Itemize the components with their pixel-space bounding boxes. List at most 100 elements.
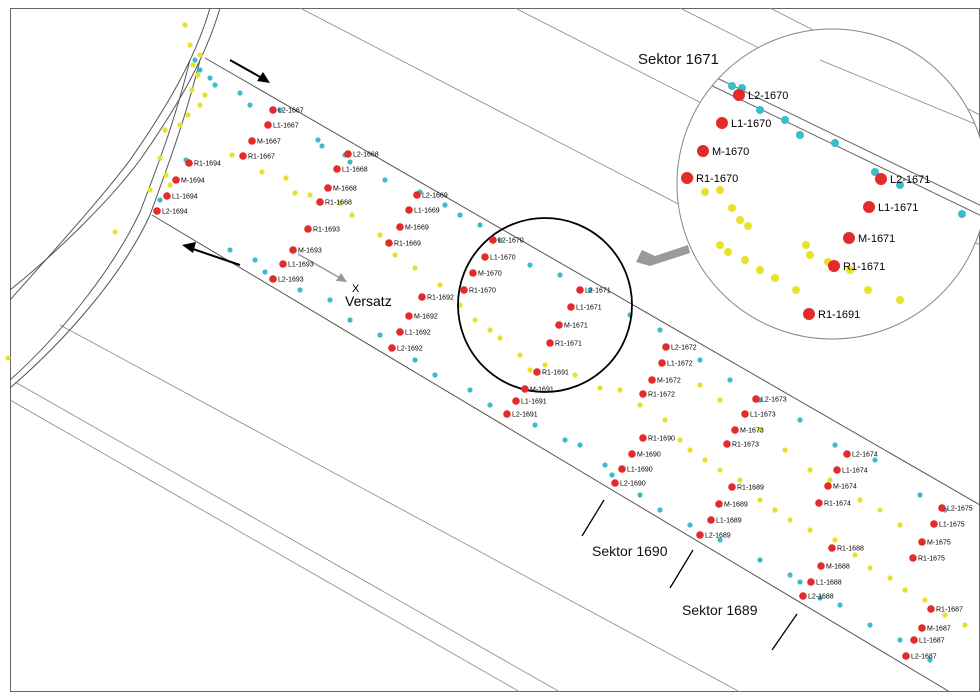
survey-point-marker: [824, 482, 832, 490]
survey-point-label: L1-1674: [842, 468, 868, 475]
survey-point-marker: [807, 578, 815, 586]
survey-point-marker: [918, 538, 926, 546]
survey-point-label: R1-1690: [648, 436, 675, 443]
survey-points: L2-1667 L1-1667 M-1667 R1-1667 L2-1668 L1-166…: [153, 106, 973, 661]
survey-point-marker: [728, 483, 736, 491]
survey-point-marker: [248, 137, 256, 145]
survey-point-marker: [481, 253, 489, 261]
inset-title: Sektor 1671: [638, 51, 719, 68]
survey-point-marker: [503, 410, 511, 418]
pointer-arrow-icon: [636, 245, 690, 266]
survey-point-marker: [628, 450, 636, 458]
survey-point-label: L1-1690: [627, 467, 653, 474]
survey-point-label: M-1670: [478, 271, 502, 278]
survey-point-marker: [418, 293, 426, 301]
survey-point-marker: [405, 206, 413, 214]
survey-point-label: M-1675: [927, 540, 951, 547]
survey-point-label: R1-1671: [555, 341, 582, 348]
survey-point-marker: [172, 176, 180, 184]
survey-point-marker: [639, 390, 647, 398]
survey-point-label: L1-1668: [342, 167, 368, 174]
survey-point-marker: [316, 198, 324, 206]
survey-point-marker: [153, 207, 161, 215]
survey-point-marker: [815, 499, 823, 507]
survey-point-marker: [662, 343, 670, 351]
survey-point-marker: [333, 165, 341, 173]
survey-point-label: R1-1668: [325, 200, 352, 207]
sector-1689-label: Sektor 1689: [682, 602, 758, 618]
survey-point-label: R1-1672: [648, 392, 675, 399]
survey-point-marker: [469, 269, 477, 277]
survey-point-marker: [388, 344, 396, 352]
survey-point-label: R1-1694: [194, 161, 221, 168]
survey-point-label: L2-1675: [947, 506, 973, 513]
survey-point-label: L1-1670: [490, 255, 516, 262]
survey-point-label: M-1667: [257, 139, 281, 146]
survey-point-label: L2-1694: [162, 209, 188, 216]
arrow-icon: [182, 59, 270, 266]
inset-point-label: L2-1670: [748, 90, 788, 102]
survey-point-marker: [909, 554, 917, 562]
survey-point-label: L2-1672: [671, 345, 697, 352]
inset-point-label: R1-1670: [696, 173, 738, 185]
survey-point-marker: [460, 286, 468, 294]
survey-point-marker: [799, 592, 807, 600]
survey-point-marker: [927, 605, 935, 613]
yellow-points: [5, 22, 968, 628]
survey-point-label: L2-1692: [397, 346, 423, 353]
survey-point-marker: [512, 397, 520, 405]
inset-point-label: M-1671: [858, 233, 895, 245]
survey-point-label: L2-1687: [911, 654, 937, 661]
survey-point-label: R1-1687: [936, 607, 963, 614]
survey-point-marker: [648, 376, 656, 384]
survey-point-marker: [639, 434, 647, 442]
survey-point-label: L1-1689: [716, 518, 742, 525]
survey-point-label: L2-1674: [852, 452, 878, 459]
survey-point-marker: [533, 368, 541, 376]
versatz-arrow-icon: [297, 253, 347, 282]
inset-point-label: L2-1671: [890, 174, 930, 186]
survey-point-label: L2-1669: [422, 193, 448, 200]
inset-point-marker: [697, 145, 709, 157]
survey-point-label: R1-1669: [394, 241, 421, 248]
survey-point-marker: [396, 328, 404, 336]
inset-point-marker: [843, 232, 855, 244]
survey-point-marker: [576, 286, 584, 294]
survey-point-marker: [930, 520, 938, 528]
survey-point-label: L1-1692: [405, 330, 431, 337]
survey-point-label: M-1673: [740, 428, 764, 435]
survey-point-marker: [833, 466, 841, 474]
survey-point-marker: [696, 531, 704, 539]
survey-point-label: M-1671: [564, 323, 588, 330]
survey-point-label: R1-1667: [248, 154, 275, 161]
survey-point-marker: [611, 479, 619, 487]
survey-point-marker: [405, 312, 413, 320]
survey-point-marker: [938, 504, 946, 512]
inset-point-label: L1-1670: [731, 118, 771, 130]
versatz-mark: X: [352, 283, 360, 295]
inset-zoom: Sektor 1671: [638, 28, 980, 340]
survey-point-marker: [264, 121, 272, 129]
survey-point-label: L1-1688: [816, 580, 842, 587]
survey-point-label: M-1690: [637, 452, 661, 459]
survey-point-label: L2-1671: [585, 288, 611, 295]
inset-survey-points: L2-1670 L1-1670 M-1670 R1-1670 L2-1671 L1-167…: [681, 89, 930, 321]
survey-point-label: L2-1670: [498, 238, 524, 245]
survey-point-label: R1-1691: [542, 370, 569, 377]
inset-point-label: M-1670: [712, 146, 749, 158]
survey-point-marker: [723, 440, 731, 448]
survey-point-label: L2-1690: [620, 481, 646, 488]
survey-point-label: L1-1671: [576, 305, 602, 312]
survey-point-label: R1-1675: [918, 556, 945, 563]
survey-point-marker: [555, 321, 563, 329]
survey-point-label: L1-1673: [750, 412, 776, 419]
versatz-label: Versatz: [345, 293, 392, 309]
survey-point-marker: [269, 106, 277, 114]
survey-point-label: L2-1693: [278, 277, 304, 284]
survey-point-label: R1-1693: [313, 227, 340, 234]
survey-point-marker: [715, 500, 723, 508]
survey-point-marker: [918, 624, 926, 632]
survey-point-label: R1-1674: [824, 501, 851, 508]
inset-point-marker: [681, 172, 693, 184]
survey-point-label: L2-1668: [353, 152, 379, 159]
